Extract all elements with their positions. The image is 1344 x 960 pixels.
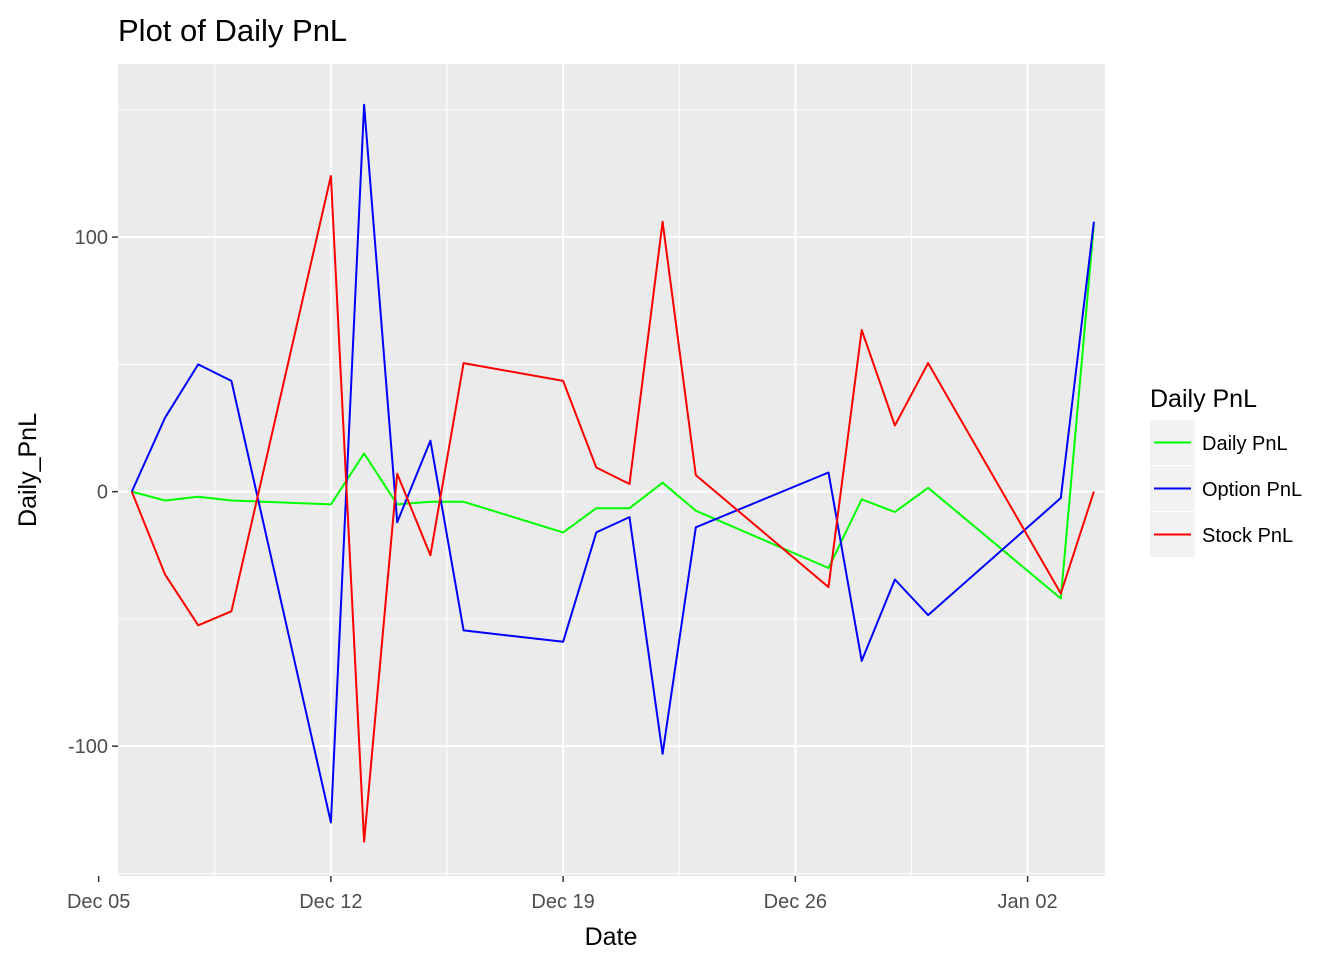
y-axis-title: Daily_PnL bbox=[14, 413, 42, 527]
legend-label-option-pnl: Option PnL bbox=[1202, 479, 1302, 501]
x-axis-title: Date bbox=[585, 923, 638, 951]
series-line-option-pnl bbox=[130, 103, 1095, 824]
x-tick-label: Dec 05 bbox=[67, 891, 130, 913]
series-line-stock-pnl bbox=[130, 175, 1095, 843]
x-axis: Dec 05 Dec 12 Dec 19 Dec 26 Jan 02 bbox=[67, 876, 1058, 913]
grid-minor bbox=[118, 64, 1105, 876]
y-tick-label: 0 bbox=[97, 482, 108, 504]
x-tick-label: Dec 26 bbox=[764, 891, 827, 913]
grid-major bbox=[97, 64, 1105, 876]
x-tick-label: Dec 19 bbox=[531, 891, 594, 913]
x-tick-label: Dec 12 bbox=[299, 891, 362, 913]
x-tick-label: Jan 02 bbox=[998, 891, 1058, 913]
y-axis: 100 0 -100 bbox=[68, 227, 118, 758]
legend-title: Daily PnL bbox=[1150, 385, 1257, 413]
legend-label-stock-pnl: Stock PnL bbox=[1202, 525, 1293, 547]
series-lines bbox=[130, 103, 1095, 843]
legend-label-daily-pnl: Daily PnL bbox=[1202, 433, 1288, 455]
series-line-daily-pnl bbox=[131, 224, 1095, 600]
chart-title: Plot of Daily PnL bbox=[118, 13, 347, 48]
legend: Daily PnL Daily PnL Option PnL Stock PnL bbox=[1150, 385, 1302, 557]
legend-items: Daily PnL Option PnL Stock PnL bbox=[1150, 420, 1302, 557]
y-tick-label: -100 bbox=[68, 736, 108, 758]
y-tick-label: 100 bbox=[75, 227, 108, 249]
plot-panel bbox=[118, 64, 1105, 876]
